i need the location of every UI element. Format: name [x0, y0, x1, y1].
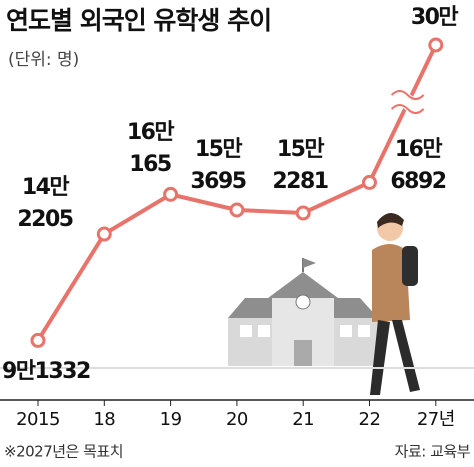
illustration — [0, 212, 474, 395]
axis-break — [388, 89, 427, 115]
source: 자료: 교육부 — [395, 443, 471, 461]
axis-break — [390, 90, 425, 114]
point — [96, 226, 112, 242]
point — [362, 174, 377, 190]
value-label: 16만 — [395, 137, 443, 162]
value-label: 14만 — [22, 175, 70, 200]
value-label: 6892 — [390, 169, 445, 194]
value-label: 3695 — [190, 169, 245, 194]
point — [229, 202, 245, 218]
x-tick-label: 27년 — [417, 409, 455, 430]
x-tick-label: 20 — [226, 409, 248, 430]
x-tick-label: 22 — [359, 409, 381, 430]
chart-subtitle: (단위: 명) — [8, 50, 79, 70]
point — [30, 332, 46, 348]
footnote: ※2027년은 목표치 — [4, 443, 123, 461]
value-label: 2281 — [272, 169, 327, 194]
value-label: 30만 — [411, 5, 459, 30]
point — [428, 37, 444, 53]
value-label: 9만1332 — [2, 359, 90, 384]
point — [163, 186, 179, 202]
point — [295, 205, 311, 221]
x-tick-label: 19 — [160, 409, 182, 430]
chart-title: 연도별 외국인 유학생 추이 — [6, 6, 271, 35]
value-label: 16만 — [127, 120, 175, 145]
value-label: 2205 — [17, 207, 72, 232]
value-label: 15만 — [195, 137, 243, 162]
x-tick-label: 18 — [93, 409, 115, 430]
value-label: 15만 — [277, 137, 325, 162]
x-tick-label: 2015 — [16, 409, 60, 430]
value-label: 165 — [129, 152, 171, 177]
x-tick-label: 21 — [292, 409, 314, 430]
